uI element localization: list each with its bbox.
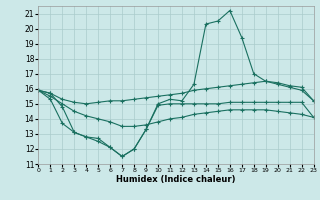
- X-axis label: Humidex (Indice chaleur): Humidex (Indice chaleur): [116, 175, 236, 184]
